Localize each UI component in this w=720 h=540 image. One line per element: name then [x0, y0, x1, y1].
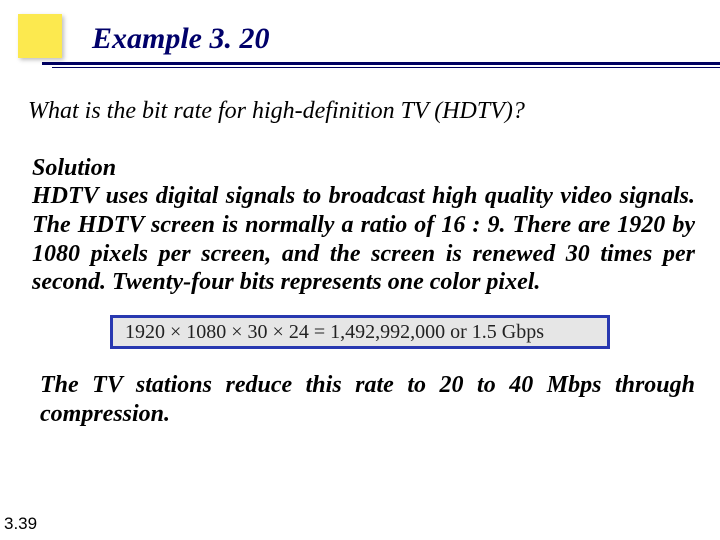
slide-title: Example 3. 20: [92, 22, 720, 56]
question-text: What is the bit rate for high-definition…: [28, 98, 700, 125]
solution-block: Solution HDTV uses digital signals to br…: [32, 155, 695, 297]
title-rule-thin: [52, 67, 720, 68]
title-block: Example 3. 20: [0, 0, 720, 68]
solution-body: HDTV uses digital signals to broadcast h…: [32, 182, 695, 297]
followup-text: The TV stations reduce this rate to 20 t…: [40, 371, 695, 429]
title-rule-thick: [42, 62, 720, 65]
equation-text: 1920 × 1080 × 30 × 24 = 1,492,992,000 or…: [110, 315, 610, 349]
equation-container: 1920 × 1080 × 30 × 24 = 1,492,992,000 or…: [110, 315, 610, 349]
accent-square-icon: [18, 14, 62, 58]
page-number: 3.39: [4, 514, 37, 534]
solution-label: Solution: [32, 155, 695, 182]
